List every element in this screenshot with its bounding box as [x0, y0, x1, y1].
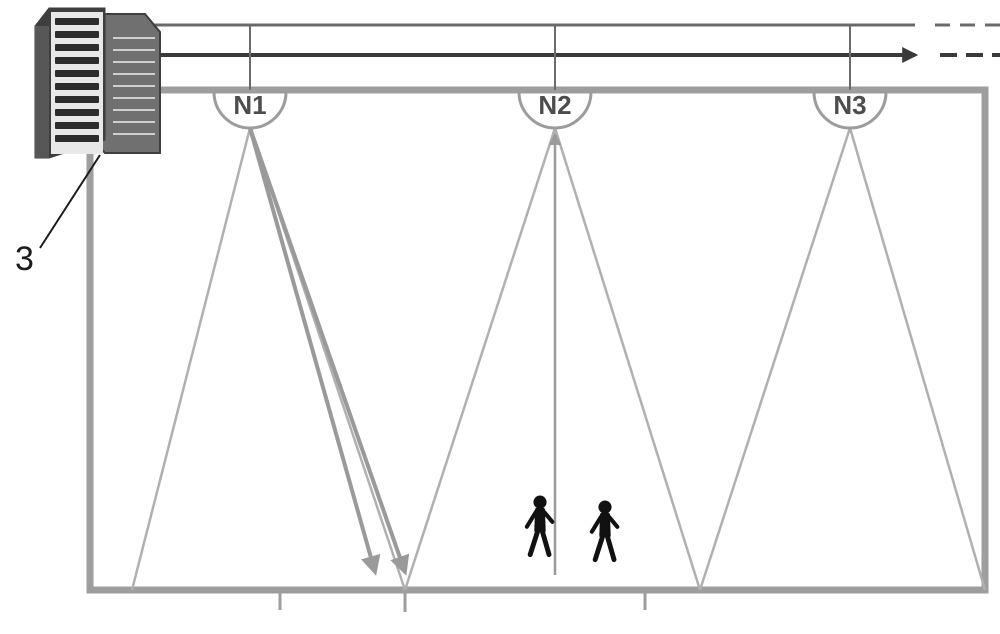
node-label-n2: N2 — [538, 90, 571, 120]
server-icon — [35, 8, 160, 158]
callout-label: 3 — [15, 240, 34, 278]
node-label-n1: N1 — [233, 90, 266, 120]
node-label-n3: N3 — [833, 90, 866, 120]
